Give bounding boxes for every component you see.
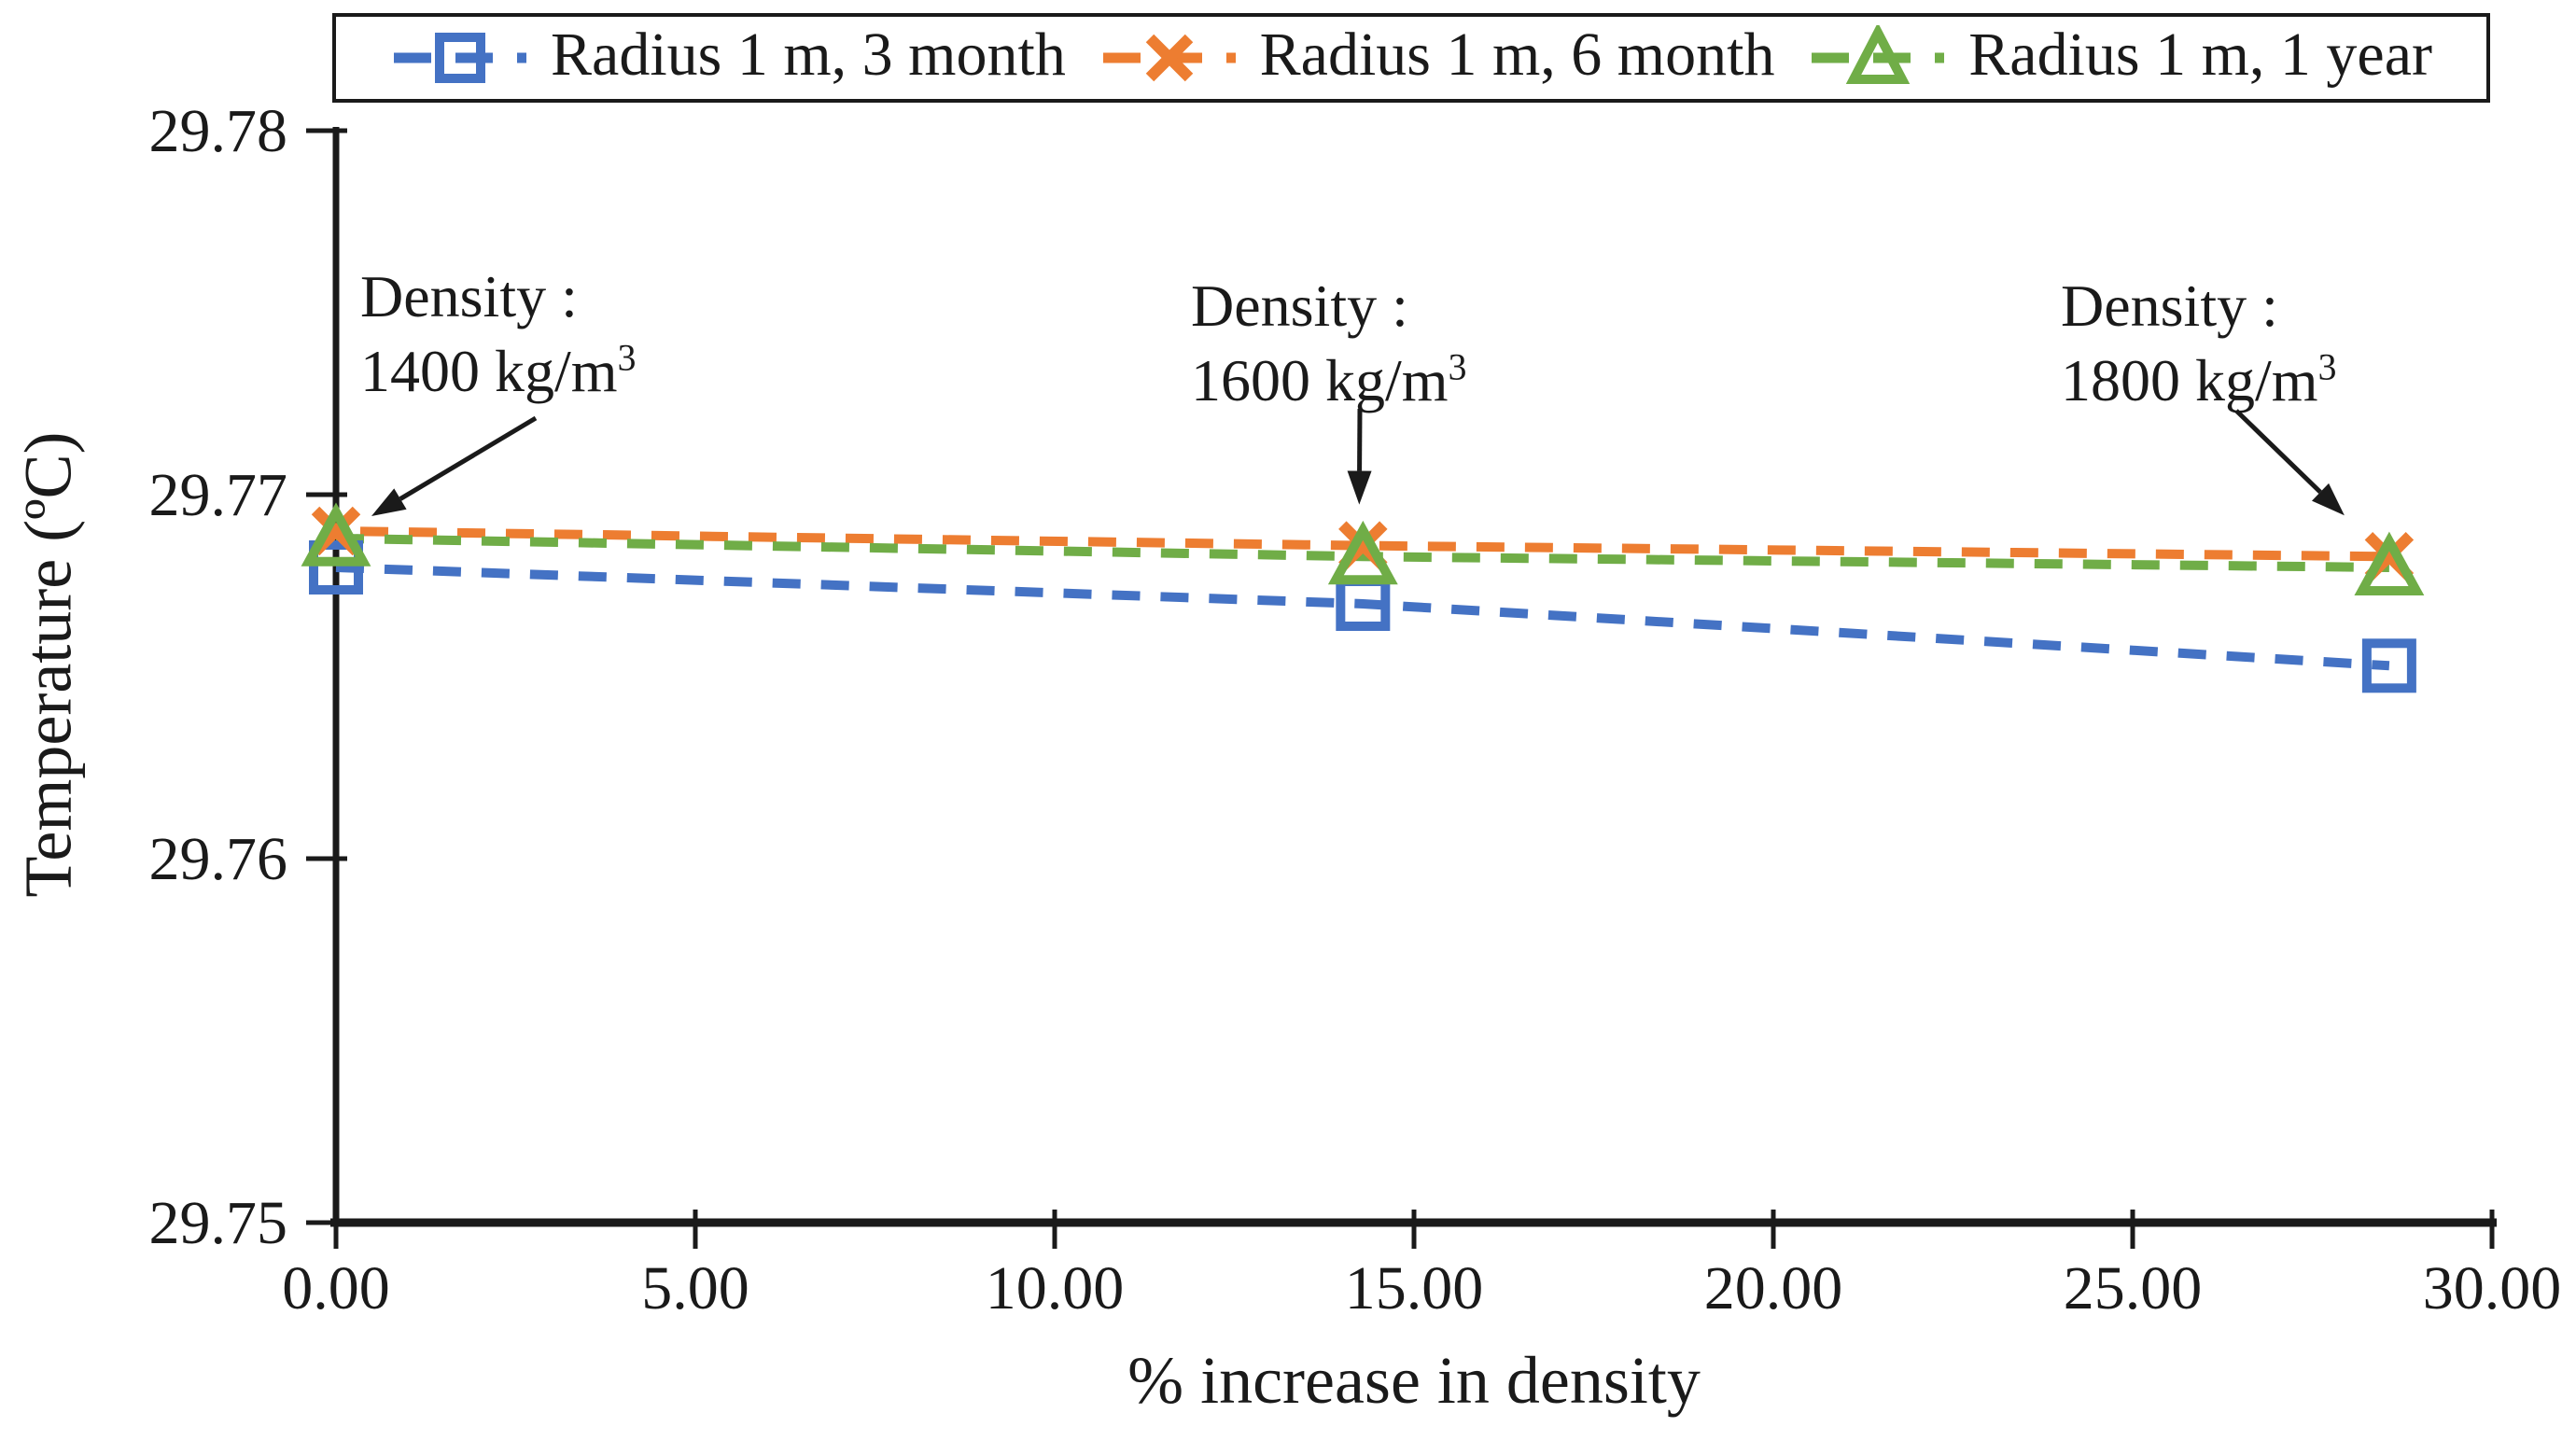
annotation-arrow-shaft — [399, 415, 538, 501]
square-marker — [309, 540, 363, 595]
legend-item-3-month: Radius 1 m, 3 month — [390, 24, 1066, 91]
annotation-arrowhead — [371, 488, 407, 516]
annotation-arrowhead — [1347, 470, 1372, 505]
square-marker-icon — [394, 33, 526, 83]
x-axis-title: % increase in density — [1127, 1343, 1701, 1418]
data-series — [301, 502, 2425, 693]
series-line-square — [335, 563, 2390, 671]
legend-item-1-year: Radius 1 m, 1 year — [1808, 24, 2432, 91]
x-tick-label: 10.00 — [986, 1254, 1125, 1322]
x-tick-label: 30.00 — [2423, 1254, 2562, 1322]
x-tick-label: 5.00 — [641, 1254, 749, 1322]
density-annotation-1800: Density : 1800 kg/m3 — [2061, 269, 2336, 418]
annotation-line2: 1800 kg/m3 — [2061, 346, 2337, 413]
x-tick-label: 0.00 — [282, 1254, 390, 1322]
triangle-marker — [1327, 520, 1398, 585]
y-tick-label: 29.78 — [149, 97, 288, 165]
density-annotation-1400: Density : 1400 kg/m3 — [360, 259, 636, 409]
series-line-triangle — [335, 533, 2389, 572]
y-tick-label: 29.75 — [149, 1189, 288, 1257]
legend-item-6-month: Radius 1 m, 6 month — [1099, 21, 1775, 91]
y-tick-label: 29.77 — [149, 461, 288, 529]
triangle-marker — [301, 502, 371, 567]
annotation-arrowhead — [2311, 483, 2345, 516]
x-tick-label: 25.00 — [2064, 1254, 2203, 1322]
triangle-marker-icon — [1812, 25, 1945, 84]
x-marker-icon — [1102, 34, 1236, 82]
annotation-arrow-shaft — [2234, 409, 2322, 495]
annotation-line1: Density : — [2061, 273, 2278, 339]
legend-label-1-year: Radius 1 m, 1 year — [1968, 21, 2432, 89]
annotation-line2: 1400 kg/m3 — [360, 337, 637, 404]
x-tick-label: 20.00 — [1704, 1254, 1843, 1322]
legend-label-6-month: Radius 1 m, 6 month — [1259, 21, 1775, 89]
annotation-arrows — [371, 408, 2345, 516]
axes: 29.75 29.76 29.77 29.78 0.00 5.00 10.00 15.00 20… — [149, 97, 2562, 1322]
series-line-x — [335, 526, 2389, 562]
annotation-line1: Density : — [360, 263, 578, 329]
y-tick-label: 29.76 — [149, 825, 288, 893]
legend-label-3-month: Radius 1 m, 3 month — [551, 21, 1066, 89]
triangle-marker — [2354, 531, 2425, 595]
density-annotation-1600: Density : 1600 kg/m3 — [1191, 269, 1466, 418]
annotation-line2: 1600 kg/m3 — [1191, 346, 1467, 413]
square-marker — [2361, 638, 2416, 693]
annotation-line1: Density : — [1191, 273, 1408, 339]
legend: Radius 1 m, 3 month Radius 1 m, 6 month … — [332, 13, 2490, 103]
x-tick-label: 15.00 — [1345, 1254, 1484, 1322]
y-axis-title: Temperature (ºC) — [10, 431, 86, 898]
